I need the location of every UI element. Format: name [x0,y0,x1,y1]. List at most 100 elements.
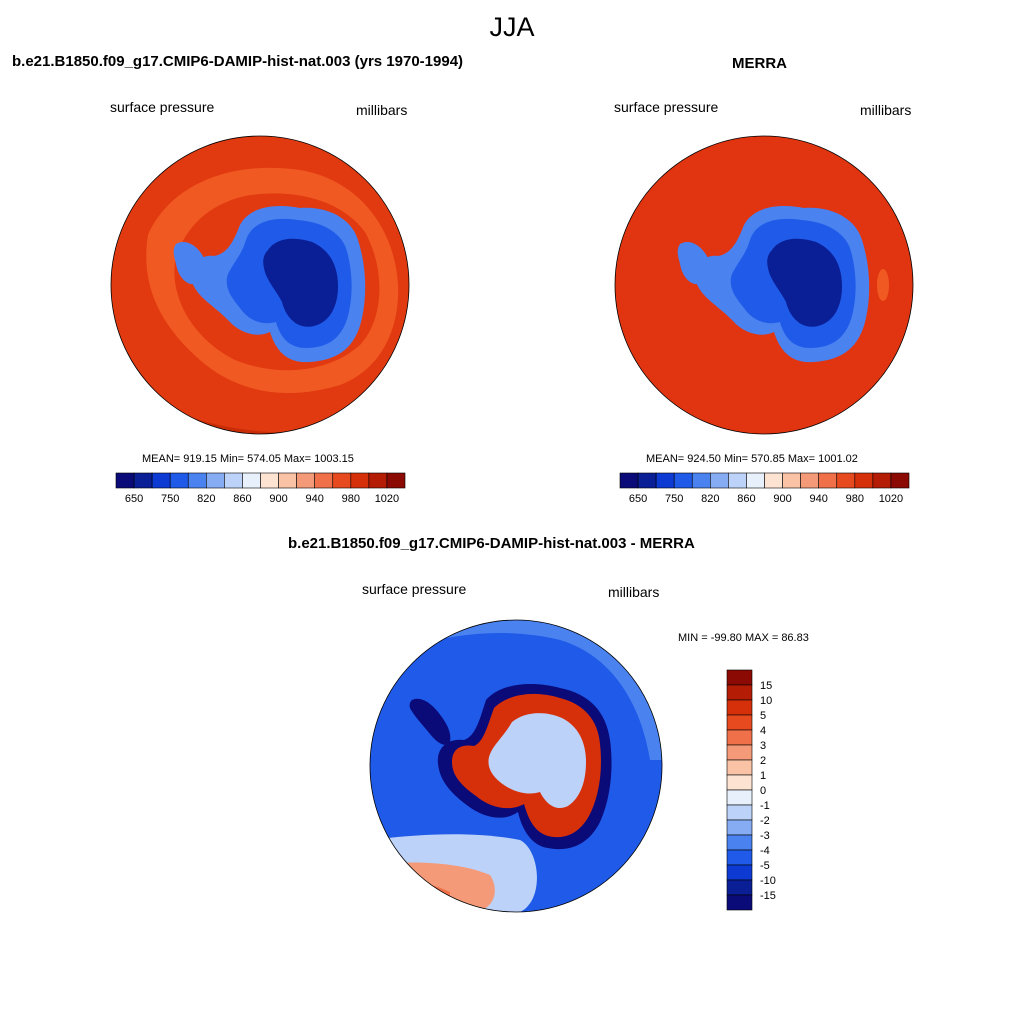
model-colorbar-swatch [115,472,135,489]
obs-panel-title: MERRA [732,55,787,72]
obs-units-label: millibars [860,102,912,118]
diff-colorbar-label: -2 [760,815,770,827]
diff-peninsula [409,698,451,745]
obs-colorbar-swatch [655,472,675,489]
diff-colorbar-swatch [726,789,753,806]
diff-colorbar-swatch [726,774,753,791]
obs-colorbar-label: 860 [737,493,755,505]
model-colorbar-swatch [278,472,297,489]
diff-colorbar-label: 2 [760,755,766,767]
model-colorbar-swatch [350,472,370,489]
diff-colorbar-label: 4 [760,725,766,737]
diff-colorbar-label: 5 [760,710,766,722]
model-colorbar-label: 860 [233,493,251,505]
diff-colorbar-swatch [726,834,753,851]
obs-colorbar-swatch [800,472,819,489]
diff-colorbar-swatch [726,684,753,701]
diff-colorbar-swatch [726,849,753,866]
diff-colorbar-swatch [726,699,753,716]
model-panel-title: b.e21.B1850.f09_g17.CMIP6-DAMIP-hist-nat… [12,53,464,70]
model-colorbar-swatch [242,472,261,489]
diff-colorbar-swatch [726,864,753,881]
model-colorbar-label: 820 [197,493,215,505]
diff-colorbar-label: 0 [760,785,766,797]
obs-colorbar-label: 900 [773,493,791,505]
diff-variable-label: surface pressure [362,581,467,597]
obs-polar-map [615,136,913,434]
diff-colorbar-swatch [726,804,753,821]
model-colorbar-swatch [224,472,243,489]
obs-colorbar-swatch [746,472,765,489]
obs-colorbar-swatch [619,472,639,489]
obs-colorbar-swatch [872,472,892,489]
model-units-label: millibars [356,102,408,118]
diff-colorbar-label: -4 [760,845,770,857]
diff-colorbar-swatch [726,744,753,761]
obs-stats: MEAN= 924.50 Min= 570.85 Max= 1001.02 [646,453,858,465]
diff-colorbar-swatch [726,894,753,911]
obs-colorbar-swatch [691,472,711,489]
obs-antarctica-core [767,238,842,327]
model-colorbar-swatch [332,472,352,489]
model-colorbar-swatch [314,472,334,489]
model-colorbar: 650 750 820 860 900 940 980 1020 [115,472,406,505]
obs-colorbar-label: 750 [665,493,683,505]
diff-colorbar-label: -10 [760,875,776,887]
diff-colorbar-label: 1 [760,770,766,782]
diff-colorbar-swatch [726,669,753,686]
diff-colorbar-label: -3 [760,830,770,842]
model-colorbar-swatch [151,472,171,489]
model-colorbar-swatch [368,472,388,489]
diff-polar-map [370,620,662,912]
diff-colorbar-label: -15 [760,890,776,902]
diff-colorbar-label: -1 [760,800,770,812]
model-peninsula [173,241,207,285]
obs-colorbar-swatch [854,472,874,489]
figure-title: JJA [489,12,535,42]
model-colorbar-label: 1020 [375,493,399,505]
model-stats: MEAN= 919.15 Min= 574.05 Max= 1003.15 [142,453,354,465]
obs-colorbar-label: 650 [629,493,647,505]
obs-colorbar-swatch [710,472,729,489]
diff-colorbar-swatch [726,819,753,836]
obs-ocean-patch [877,269,889,301]
obs-colorbar-swatch [764,472,783,489]
diff-colorbar-label: 3 [760,740,766,752]
model-colorbar-swatch [206,472,225,489]
diff-stats: MIN = -99.80 MAX = 86.83 [678,632,809,644]
diff-antarctica-pale [488,713,586,809]
model-colorbar-label: 750 [161,493,179,505]
model-colorbar-swatch [260,472,279,489]
obs-colorbar-swatch [818,472,838,489]
model-colorbar-label: 940 [306,493,324,505]
obs-colorbar-label: 940 [810,493,828,505]
obs-colorbar-swatch [673,472,693,489]
obs-colorbar-swatch [836,472,856,489]
diff-units-label: millibars [608,584,660,600]
model-colorbar-swatch [169,472,189,489]
obs-colorbar-swatch [782,472,801,489]
obs-colorbar-swatch [890,472,910,489]
diff-colorbar-swatch [726,759,753,776]
obs-colorbar-swatch [728,472,747,489]
diff-colorbar-swatch [726,729,753,746]
diff-panel-title: b.e21.B1850.f09_g17.CMIP6-DAMIP-hist-nat… [288,535,695,552]
obs-variable-label: surface pressure [614,99,719,115]
obs-colorbar: 650 750 820 860 900 940 980 1020 [619,472,910,505]
obs-colorbar-label: 980 [846,493,864,505]
model-colorbar-label: 980 [342,493,360,505]
model-polar-map [111,136,409,434]
diff-ocean-light [370,620,662,760]
model-colorbar-swatch [187,472,207,489]
model-colorbar-label: 900 [269,493,287,505]
obs-peninsula [677,241,711,285]
model-colorbar-swatch [386,472,406,489]
model-colorbar-swatch [296,472,315,489]
obs-colorbar-label: 820 [701,493,719,505]
model-colorbar-swatch [133,472,153,489]
obs-colorbar-swatch [637,472,657,489]
obs-colorbar-label: 1020 [879,493,903,505]
diff-colorbar-swatch [726,879,753,896]
